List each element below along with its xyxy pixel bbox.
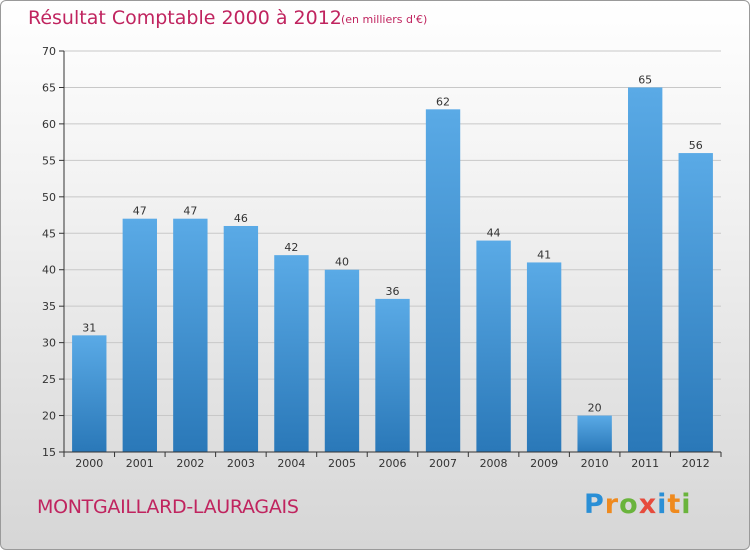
bars (72, 87, 713, 453)
x-tick-label: 2002 (176, 457, 204, 470)
data-label: 42 (284, 241, 298, 254)
y-tick-label: 35 (42, 300, 56, 313)
x-tick-label: 2003 (227, 457, 255, 470)
bar (577, 415, 612, 452)
bar (173, 218, 208, 452)
data-label: 44 (487, 227, 501, 240)
y-tick-label: 20 (42, 410, 56, 423)
x-tick-label: 2009 (530, 457, 558, 470)
data-label: 40 (335, 256, 349, 269)
axes (59, 50, 722, 457)
bar (678, 153, 713, 452)
x-tick-label: 2004 (277, 457, 305, 470)
y-tick-label: 65 (42, 81, 56, 94)
bar (72, 335, 107, 452)
data-label: 62 (436, 95, 450, 108)
data-label: 47 (183, 205, 197, 218)
y-tick-label: 55 (42, 154, 56, 167)
y-tick-label: 45 (42, 227, 56, 240)
y-tick-label: 70 (42, 45, 56, 58)
bar (122, 218, 157, 452)
x-tick-label: 2007 (429, 457, 457, 470)
bar (223, 225, 259, 452)
data-label: 20 (588, 402, 602, 415)
proxiti-logo: Proxiti (584, 489, 692, 520)
x-tick-label: 2011 (631, 457, 659, 470)
data-label: 56 (689, 139, 703, 152)
chart-subtitle: (en milliers d'€) (341, 13, 428, 26)
x-tick-label: 2001 (126, 457, 154, 470)
labels: 15 20 25 30 35 40 45 50 55 60 65 70 2000 31 2001 47 2002… (42, 45, 710, 470)
bar (274, 255, 309, 452)
logo-letter: P (584, 489, 605, 520)
x-tick-label: 2005 (328, 457, 356, 470)
logo-letter: r (604, 489, 620, 520)
data-label: 41 (537, 248, 551, 261)
x-tick-label: 2008 (480, 457, 508, 470)
data-label: 65 (638, 73, 652, 86)
bar (476, 240, 511, 452)
x-tick-label: 2010 (581, 457, 609, 470)
bar (628, 87, 663, 453)
x-tick-label: 2012 (682, 457, 710, 470)
bar (425, 109, 461, 452)
bar (324, 269, 360, 452)
commune-name: MONTGAILLARD-LAURAGAIS (37, 496, 299, 518)
logo-letter: i (681, 489, 692, 520)
y-tick-label: 25 (42, 373, 56, 386)
data-label: 36 (386, 285, 400, 298)
chart-title: Résultat Comptable 2000 à 2012 (28, 7, 342, 29)
data-label: 47 (133, 205, 147, 218)
data-label: 46 (234, 212, 248, 225)
x-tick-label: 2006 (379, 457, 407, 470)
logo-letter: t (667, 489, 682, 520)
y-tick-label: 50 (42, 191, 56, 204)
logo-letter: o (619, 489, 639, 520)
y-tick-label: 60 (42, 118, 56, 131)
y-tick-label: 15 (42, 446, 56, 459)
y-tick-label: 40 (42, 264, 56, 277)
bar (375, 298, 410, 452)
x-tick-label: 2000 (75, 457, 103, 470)
data-label: 31 (82, 321, 96, 334)
bar (526, 262, 562, 452)
logo-letter: x (638, 489, 658, 520)
y-tick-label: 30 (42, 337, 56, 350)
logo-letter: i (657, 489, 668, 520)
